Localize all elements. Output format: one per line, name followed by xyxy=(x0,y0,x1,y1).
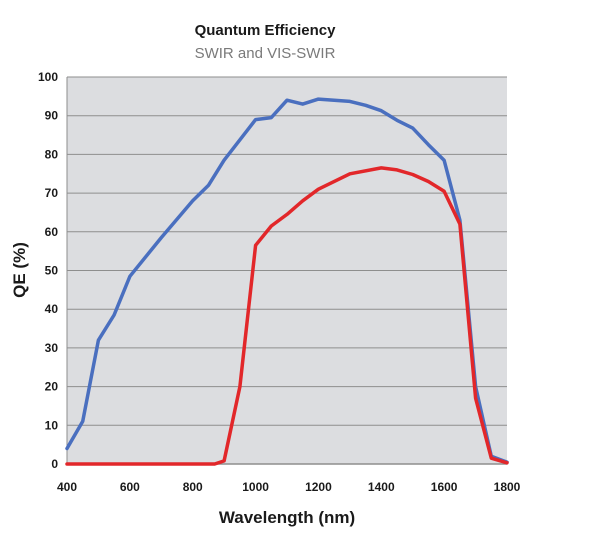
y-tick-label: 30 xyxy=(45,341,59,355)
series-line-2 xyxy=(65,166,509,466)
series-lines xyxy=(65,97,509,466)
x-tick-label: 1600 xyxy=(431,480,458,494)
x-tick-label: 600 xyxy=(120,480,140,494)
x-tick-label: 1200 xyxy=(305,480,332,494)
x-tick-label: 1000 xyxy=(242,480,269,494)
y-tick-label: 100 xyxy=(38,70,58,84)
series-line-1 xyxy=(65,97,509,464)
chart-subtitle: SWIR and VIS-SWIR xyxy=(195,45,336,62)
x-axis-label: Wavelength (nm) xyxy=(219,508,355,527)
y-tick-label: 70 xyxy=(45,186,59,200)
y-tick-label: 40 xyxy=(45,302,59,316)
x-tick-label: 1400 xyxy=(368,480,395,494)
y-tick-label: 60 xyxy=(45,225,59,239)
y-axis-label: QE (%) xyxy=(10,242,29,298)
x-axis-ticks: 400 600 800 1000 1200 1400 1600 1800 xyxy=(57,480,521,494)
y-axis-ticks: 0 10 20 30 40 50 60 70 80 90 100 xyxy=(38,70,58,471)
x-tick-label: 800 xyxy=(183,480,203,494)
chart-title: Quantum Efficiency xyxy=(195,22,337,39)
x-tick-label: 400 xyxy=(57,480,77,494)
y-tick-label: 10 xyxy=(45,418,59,432)
grid-lines xyxy=(66,76,507,465)
x-tick-label: 1800 xyxy=(494,480,521,494)
y-tick-label: 20 xyxy=(45,380,59,394)
y-tick-label: 90 xyxy=(45,109,59,123)
y-tick-label: 50 xyxy=(45,264,59,278)
y-tick-label: 80 xyxy=(45,147,59,161)
y-tick-label: 0 xyxy=(51,457,58,471)
